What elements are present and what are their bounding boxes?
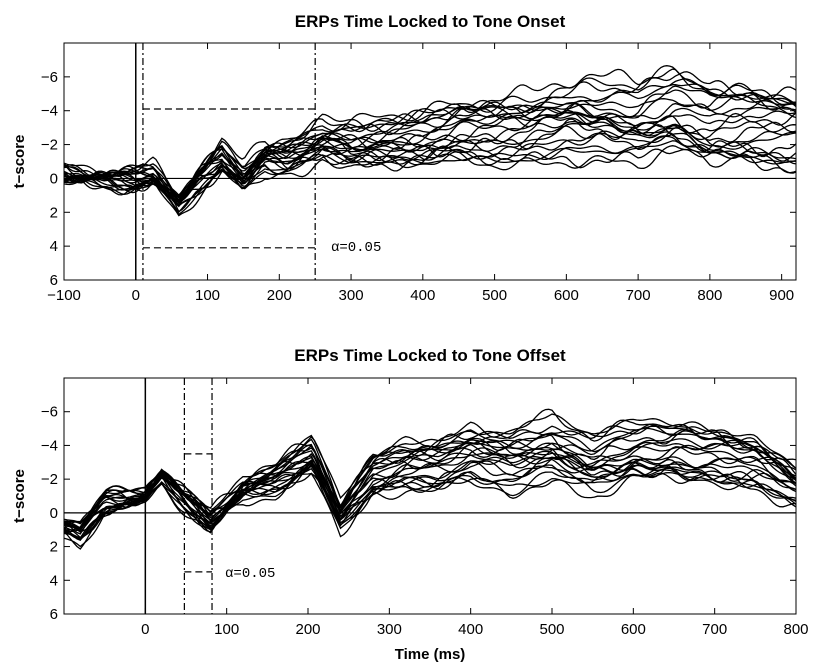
x-tick-label: −100 — [47, 287, 81, 304]
trace-line — [64, 109, 796, 202]
y-tick-label: 6 — [50, 272, 58, 289]
plot-frame — [63, 377, 797, 615]
x-tick-label: 600 — [554, 287, 579, 304]
trace-line — [64, 68, 796, 198]
trace-line — [64, 421, 796, 525]
trace-line — [64, 438, 796, 532]
y-tick-label: −6 — [41, 69, 58, 86]
x-tick-label: 200 — [295, 621, 320, 638]
trace-line — [64, 455, 796, 539]
x-axis-label: Time (ms) — [395, 646, 466, 663]
y-tick-label: 2 — [50, 539, 58, 556]
x-tick-label: 400 — [410, 287, 435, 304]
x-tick-label: 0 — [132, 287, 140, 304]
x-tick-label: 300 — [339, 287, 364, 304]
x-tick-label: 400 — [458, 621, 483, 638]
trace-line — [64, 132, 796, 207]
y-tick-label: −4 — [41, 437, 58, 454]
x-tick-label: 800 — [697, 287, 722, 304]
chart-panel-1: ERPs Time Locked to Tone Onset t−score α=0… — [11, 12, 797, 304]
trace-line — [64, 456, 796, 539]
y-tick-label: 2 — [50, 204, 58, 221]
y-tick-label: −4 — [41, 103, 58, 120]
y-tick-label: 6 — [50, 606, 58, 623]
trace-line — [64, 462, 796, 540]
trace-line — [64, 145, 796, 213]
x-tick-label: 100 — [195, 287, 220, 304]
trace-line — [64, 443, 796, 531]
x-tick-label: 0 — [141, 621, 149, 638]
y-tick-label: 4 — [50, 572, 58, 589]
trace-line — [64, 444, 796, 532]
trace-line — [64, 127, 796, 207]
trace-line — [64, 103, 796, 207]
trace-line — [64, 454, 796, 534]
y-tick-label: −2 — [41, 471, 58, 488]
alpha-annotation: α=0.05 — [225, 566, 275, 582]
y-axis-label: t−score — [11, 469, 28, 523]
x-tick-label: 100 — [214, 621, 239, 638]
trace-group — [64, 65, 796, 217]
trace-line — [64, 140, 796, 216]
trace-line — [64, 464, 796, 548]
alpha-annotation: α=0.05 — [331, 240, 381, 256]
x-tick-label: 500 — [539, 621, 564, 638]
x-tick-label: 900 — [769, 287, 794, 304]
trace-line — [64, 135, 796, 214]
y-tick-label: −6 — [41, 404, 58, 421]
x-tick-label: 200 — [267, 287, 292, 304]
x-tick-label: 600 — [621, 621, 646, 638]
chart-title: ERPs Time Locked to Tone Offset — [294, 346, 566, 365]
y-tick-label: 4 — [50, 238, 58, 255]
plot-frame — [63, 42, 797, 281]
chart-title: ERPs Time Locked to Tone Onset — [295, 12, 566, 31]
y-tick-label: −2 — [41, 137, 58, 154]
y-tick-label: 0 — [50, 505, 58, 522]
trace-line — [64, 447, 796, 533]
x-tick-label: 700 — [626, 287, 651, 304]
trace-line — [64, 78, 796, 197]
y-axis-label: t−score — [11, 135, 28, 189]
x-tick-label: 500 — [482, 287, 507, 304]
trace-line — [64, 125, 796, 204]
x-tick-label: 700 — [702, 621, 727, 638]
x-tick-label: 300 — [377, 621, 402, 638]
trace-line — [64, 145, 796, 217]
trace-line — [64, 85, 796, 199]
trace-group — [64, 408, 796, 550]
chart-panel-2: ERPs Time Locked to Tone Offset t−score Ti… — [11, 346, 809, 663]
y-tick-label: 0 — [50, 170, 58, 187]
x-tick-label: 800 — [783, 621, 808, 638]
